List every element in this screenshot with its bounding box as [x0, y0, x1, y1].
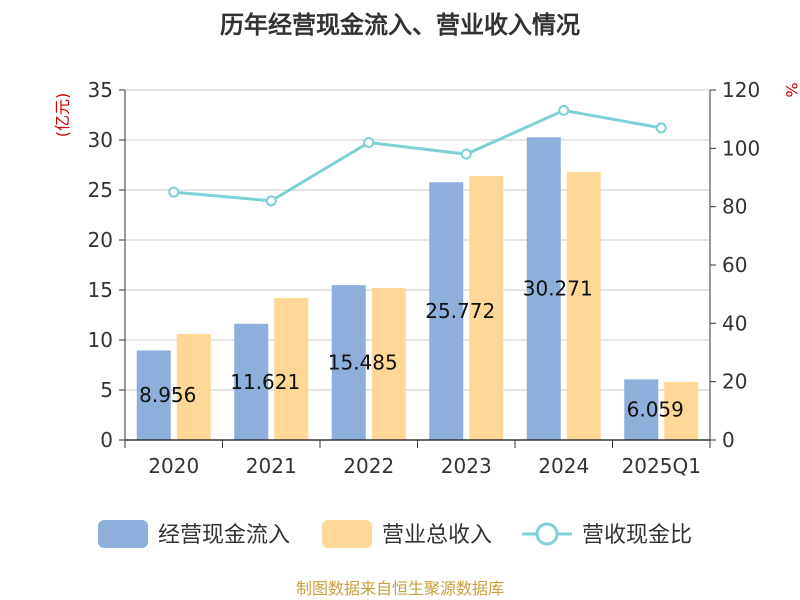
- left-axis-unit: (亿元): [53, 93, 72, 138]
- legend-swatch-revenue: [322, 520, 372, 548]
- legend-swatch-cash-inflow: [98, 520, 148, 548]
- legend-label-cash-inflow: 经营现金流入: [158, 523, 290, 548]
- grid-lines: [125, 89, 710, 391]
- ratio-point: [655, 122, 667, 134]
- left-tick-label: 35: [88, 78, 113, 102]
- data-source: 制图数据来自恒生聚源数据库: [296, 579, 504, 598]
- ratio-point: [558, 104, 570, 116]
- ratio-point: [363, 137, 375, 148]
- data-label: 6.059: [627, 398, 684, 422]
- left-tick-label: 25: [88, 178, 113, 202]
- bar-revenue: [274, 298, 309, 440]
- x-tick-label: 2024: [538, 454, 589, 478]
- data-label: 11.621: [230, 370, 300, 394]
- bar-cash-inflow: [624, 379, 659, 440]
- bar-revenue: [176, 334, 211, 440]
- left-tick-label: 10: [88, 328, 113, 352]
- ratio-point: [265, 195, 277, 207]
- left-tick-label: 0: [100, 428, 113, 452]
- data-label: 30.271: [523, 277, 593, 301]
- legend-label-ratio: 营收现金比: [582, 523, 692, 548]
- left-tick-label: 20: [88, 228, 113, 252]
- ratio-line-path: [173, 108, 662, 203]
- x-tick-label: 2020: [148, 454, 199, 478]
- bar-cash-inflow: [136, 350, 171, 440]
- ratio-point: [460, 148, 472, 160]
- data-label: 25.772: [425, 299, 495, 323]
- bar-cash-inflow: [429, 182, 464, 440]
- bar-revenue: [664, 382, 699, 440]
- right-axis-unit: %: [782, 82, 800, 97]
- data-label: 8.956: [139, 383, 196, 407]
- bar-revenue: [469, 176, 504, 440]
- right-tick-label: 120: [722, 78, 760, 102]
- data-label: 15.485: [328, 351, 398, 375]
- bars: [136, 137, 699, 441]
- right-tick-label: 80: [722, 195, 747, 219]
- x-tick-label: 2023: [441, 454, 492, 478]
- left-tick-label: 30: [88, 128, 113, 152]
- left-tick-label: 5: [100, 378, 113, 402]
- right-tick-label: 60: [722, 253, 747, 277]
- bar-cash-inflow: [234, 323, 269, 440]
- right-tick-label: 20: [722, 370, 747, 394]
- x-tick-label: 2025Q1: [622, 454, 701, 478]
- x-tick-label: 2022: [343, 454, 394, 478]
- ratio-line: [168, 104, 667, 207]
- ratio-point: [168, 186, 180, 198]
- bar-revenue: [371, 288, 406, 440]
- bar-cash-inflow: [331, 285, 366, 440]
- chart-title: 历年经营现金流入、营业收入情况: [220, 11, 580, 39]
- bar-cash-inflow: [526, 137, 561, 441]
- legend: 经营现金流入 营业总收入 营收现金比: [98, 520, 692, 548]
- axes: 0 5 10 15 20 25 30 35 0 20 40 60 80 100 120 2020 2021 202…: [88, 78, 761, 478]
- right-tick-label: 100: [722, 136, 760, 160]
- legend-label-revenue: 营业总收入: [382, 523, 492, 548]
- x-tick-label: 2021: [246, 454, 297, 478]
- right-tick-label: 40: [722, 311, 747, 335]
- right-tick-label: 0: [722, 428, 735, 452]
- data-labels: 8.956 11.621 15.485 25.772 30.271 6.059: [139, 277, 684, 422]
- left-tick-label: 15: [88, 278, 113, 302]
- legend-marker-ratio: [535, 522, 559, 546]
- bar-revenue: [566, 172, 601, 440]
